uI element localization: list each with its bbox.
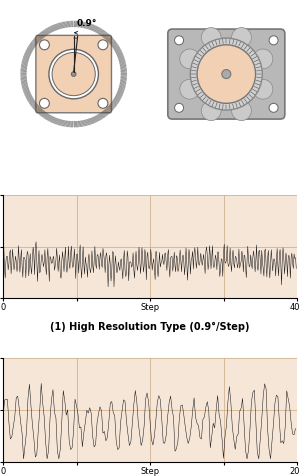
Circle shape <box>180 50 200 69</box>
Circle shape <box>190 39 262 111</box>
Circle shape <box>201 29 221 48</box>
Text: 0.9°: 0.9° <box>76 19 97 28</box>
Text: (1) High Resolution Type (0.9°/Step): (1) High Resolution Type (0.9°/Step) <box>50 321 250 331</box>
Circle shape <box>269 104 278 113</box>
Circle shape <box>175 104 184 113</box>
FancyBboxPatch shape <box>168 30 285 120</box>
Circle shape <box>232 29 251 48</box>
Circle shape <box>52 53 95 97</box>
Circle shape <box>180 80 200 100</box>
Circle shape <box>40 41 50 50</box>
Circle shape <box>40 99 50 109</box>
Circle shape <box>98 41 108 50</box>
FancyBboxPatch shape <box>36 36 112 114</box>
Circle shape <box>49 50 98 99</box>
Circle shape <box>269 37 278 46</box>
Circle shape <box>175 37 184 46</box>
Circle shape <box>232 101 251 121</box>
Circle shape <box>222 70 231 79</box>
Circle shape <box>253 50 273 69</box>
Circle shape <box>197 46 256 104</box>
Circle shape <box>98 99 108 109</box>
Circle shape <box>71 73 76 77</box>
Circle shape <box>253 80 273 100</box>
Circle shape <box>201 101 221 121</box>
